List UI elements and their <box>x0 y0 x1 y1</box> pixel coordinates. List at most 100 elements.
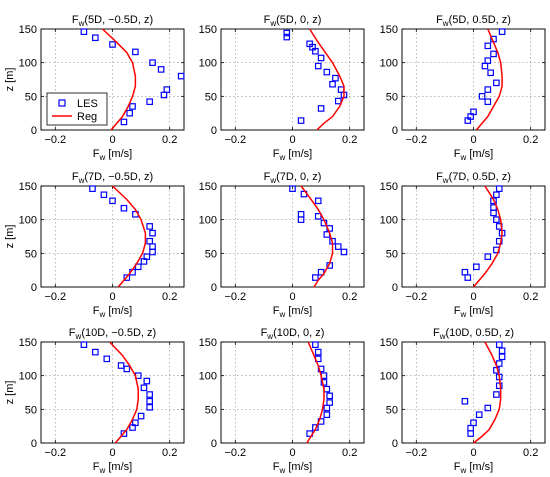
x-axis-label-main: F <box>273 305 280 317</box>
data-point-les <box>484 57 492 64</box>
data-point-les <box>117 362 125 369</box>
data-point-les <box>297 216 305 223</box>
y-tick-label: 50 <box>25 404 37 416</box>
panel-title-rest: (7D, 0.5D, z) <box>449 171 511 183</box>
panel-title: Fw(7D, 0.5D, z) <box>436 171 511 185</box>
x-tick-label: −0.2 <box>405 291 427 303</box>
y-tick-label: 150 <box>199 181 217 193</box>
axes-border <box>401 28 546 131</box>
panel-title-subscript: w <box>78 19 85 28</box>
data-point-les <box>80 28 88 35</box>
data-point-les <box>484 404 492 412</box>
data-point-les <box>495 185 503 192</box>
x-axis-label-subscript: w <box>460 466 467 475</box>
x-tick-label: 0 <box>470 447 476 459</box>
series-line-reg <box>300 185 334 288</box>
x-axis-label: Fw [m/s] <box>273 461 312 475</box>
y-axis-label: z [m] <box>4 381 16 405</box>
data-point-les <box>312 341 319 348</box>
data-point-les <box>314 213 322 220</box>
panel-title-main: F <box>261 327 268 339</box>
data-point-les <box>140 384 148 392</box>
axes-border <box>220 341 365 444</box>
x-axis-label-main: F <box>454 461 461 473</box>
x-tick-label: 0.2 <box>162 447 177 459</box>
legend-marker-les <box>58 99 66 107</box>
data-point-les <box>484 86 492 93</box>
axes-frame <box>220 28 365 131</box>
y-axis-label: z [m] <box>4 225 16 249</box>
x-axis-label-subscript: w <box>99 153 106 162</box>
x-tick-label: −0.2 <box>405 134 427 146</box>
data-point-les <box>323 68 331 76</box>
data-point-les <box>320 379 328 386</box>
series-line-reg <box>475 28 503 131</box>
series-line-reg <box>472 185 503 288</box>
panel-title-main: F <box>72 171 79 183</box>
panel-title-subscript: w <box>442 176 449 185</box>
data-point-les <box>470 108 477 116</box>
data-point-les <box>493 79 500 87</box>
data-point-les <box>326 399 333 406</box>
y-tick-label: 0 <box>392 282 398 294</box>
data-point-les <box>312 274 319 281</box>
y-tick-label: 100 <box>199 215 217 227</box>
panel-title-rest: (5D, −0.5D, z) <box>84 14 153 26</box>
data-point-les <box>493 391 500 398</box>
data-point-les <box>123 365 131 373</box>
data-point-les <box>126 109 133 117</box>
x-axis-label-rest: [m/s] <box>105 461 132 473</box>
x-tick-label: 0.2 <box>342 134 357 146</box>
panel-title: Fw(7D, 0, z) <box>264 171 322 185</box>
x-tick-label: 0.2 <box>342 291 357 303</box>
panel-title-subscript: w <box>439 332 446 341</box>
data-point-les <box>92 34 99 42</box>
y-tick-label: 100 <box>19 215 37 227</box>
data-point-les <box>498 347 506 355</box>
data-point-les <box>490 50 497 58</box>
data-point-les <box>484 253 492 261</box>
data-point-les <box>283 33 291 41</box>
axes-border <box>220 28 365 131</box>
data-point-les <box>146 98 153 106</box>
panel-title: Fw(5D, −0.5D, z) <box>72 14 153 28</box>
x-axis-label-main: F <box>454 148 461 160</box>
data-point-les <box>306 40 313 48</box>
y-tick-label: 50 <box>386 91 398 103</box>
x-axis-label-rest: [m/s] <box>466 461 493 473</box>
data-point-les <box>289 185 296 192</box>
panel-title: Fw(10D, 0.5D, z) <box>433 327 514 341</box>
panel-title-subscript: w <box>269 176 276 185</box>
data-point-les <box>157 66 165 73</box>
x-axis-label-main: F <box>93 461 100 473</box>
data-point-les <box>495 341 503 348</box>
x-axis-label-rest: [m/s] <box>105 305 132 317</box>
data-point-les <box>297 117 305 124</box>
y-tick-label: 150 <box>19 24 37 36</box>
data-point-les <box>314 62 322 70</box>
x-tick-label: 0.2 <box>162 291 177 303</box>
panel-title-main: F <box>264 171 271 183</box>
x-axis-label-subscript: w <box>279 310 286 319</box>
x-tick-label: −0.2 <box>44 291 66 303</box>
axes-border <box>40 341 185 444</box>
data-point-les <box>495 360 503 367</box>
data-point-les <box>89 185 96 192</box>
data-point-les <box>475 411 483 419</box>
x-axis-label-rest: [m/s] <box>285 461 312 473</box>
x-axis-label: Fw [m/s] <box>454 305 493 319</box>
data-point-les <box>495 382 503 390</box>
y-tick-label: 100 <box>380 58 398 70</box>
data-point-les <box>493 216 500 223</box>
series-line-reg <box>101 28 137 131</box>
y-tick-label: 100 <box>19 371 37 383</box>
data-point-les <box>326 392 333 400</box>
data-point-les <box>487 69 494 77</box>
data-point-les <box>146 237 153 245</box>
x-tick-label: −0.2 <box>224 291 246 303</box>
x-tick-label: 0.2 <box>523 291 538 303</box>
x-axis-label-main: F <box>93 305 100 317</box>
x-axis-label: Fw [m/s] <box>93 461 132 475</box>
